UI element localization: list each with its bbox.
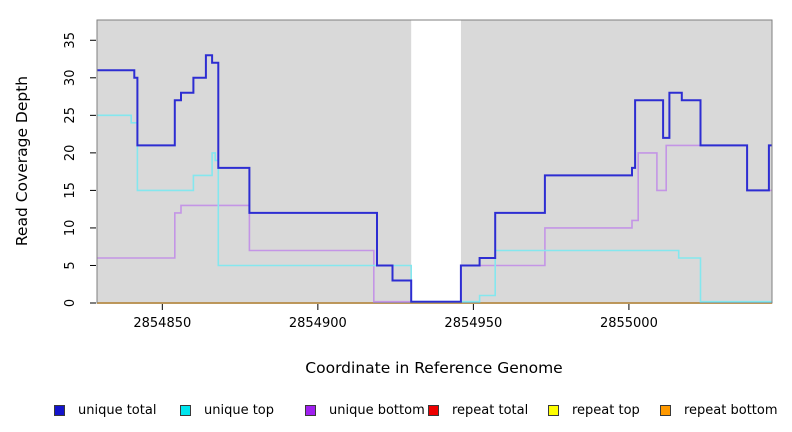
- x-axis-label: Coordinate in Reference Genome: [305, 359, 562, 377]
- x-tick-label: 2854900: [289, 316, 347, 331]
- y-tick-label: 5: [63, 261, 78, 269]
- series-line-unique-total: [97, 54, 772, 303]
- masked-no-data-region: [411, 20, 461, 303]
- x-tick-label: 2854850: [133, 316, 191, 331]
- series-line-unique-bottom: [97, 144, 772, 303]
- y-tick-label: 15: [63, 182, 78, 199]
- y-axis-label: Read Coverage Depth: [13, 76, 31, 246]
- y-tick-label: 30: [63, 70, 78, 87]
- y-tick-label: 0: [63, 299, 78, 307]
- plot-box-border: [96, 19, 773, 304]
- series-line-unique-top: [97, 114, 772, 303]
- y-tick-label: 25: [63, 107, 78, 124]
- y-tick-label: 35: [63, 32, 78, 49]
- y-tick-label: 10: [63, 220, 78, 237]
- x-tick-label: 2855000: [600, 316, 658, 331]
- y-tick-label: 20: [63, 145, 78, 162]
- x-tick-label: 2854950: [444, 316, 502, 331]
